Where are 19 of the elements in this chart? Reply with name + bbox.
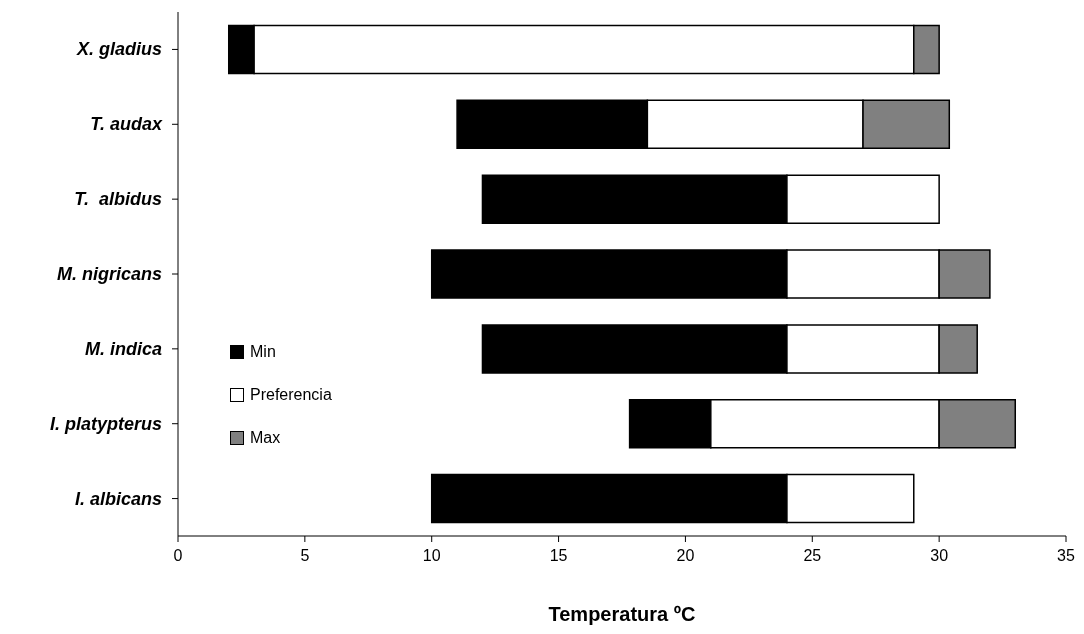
y-tick-label: T. albidus — [74, 189, 162, 210]
x-tick-label: 35 — [1057, 547, 1075, 565]
y-tick-label: X. gladius — [75, 39, 162, 60]
y-tick-label: M. nigricans — [56, 264, 162, 284]
y-tick-label: I. albicans — [74, 488, 162, 509]
x-tick-label: 5 — [300, 547, 310, 565]
x-tick-label: 30 — [930, 547, 949, 565]
y-tick-label: M. indica — [84, 338, 162, 359]
y-tick-label: I. platypterus — [49, 413, 162, 434]
legend-label: Min — [250, 342, 276, 361]
x-tick-label: 25 — [803, 547, 822, 565]
x-axis-title: Temperatura ºC — [548, 603, 696, 625]
x-tick-label: 20 — [676, 547, 695, 565]
x-tick-label: 15 — [549, 547, 568, 565]
legend-label: Preferencia — [250, 385, 332, 404]
x-tick-label: 10 — [422, 547, 441, 565]
legend-label: Max — [250, 428, 281, 447]
x-tick-label: 0 — [173, 547, 183, 565]
y-tick-label: T. audax — [90, 114, 163, 135]
